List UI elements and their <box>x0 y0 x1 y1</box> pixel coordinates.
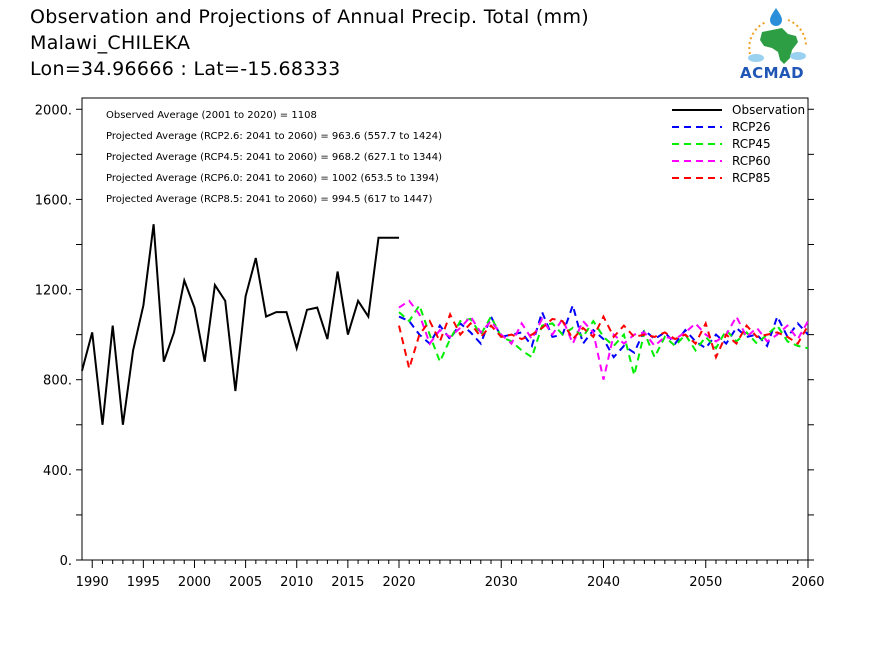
x-tick-label: 1990 <box>76 575 109 590</box>
legend-label: Observation <box>732 103 805 117</box>
x-axis: 1990 1995 2000 2005 2010 2015 2020 2030 2040 2050… <box>76 560 825 590</box>
y-axis: 0. 400. 800. 1200. 1600. 2000. <box>35 103 814 569</box>
africa-map-icon <box>748 8 807 64</box>
annotation-line: Observed Average (2001 to 2020) = 1108 <box>106 110 317 121</box>
y-tick-label: 400. <box>43 464 72 479</box>
legend-label: RCP85 <box>732 171 771 185</box>
x-tick-label: 1995 <box>127 575 160 590</box>
legend-label: RCP45 <box>732 137 771 151</box>
annotation-line: Projected Average (RCP8.5: 2041 to 2060)… <box>106 194 433 205</box>
x-tick-label: 2010 <box>280 575 313 590</box>
x-tick-label: 2030 <box>485 575 518 590</box>
chart-title: Observation and Projections of Annual Pr… <box>30 6 589 28</box>
annotation-line: Projected Average (RCP6.0: 2041 to 2060)… <box>106 173 439 184</box>
station-name: Malawi_CHILEKA <box>30 32 191 54</box>
y-tick-label: 1600. <box>35 193 72 208</box>
legend-label: RCP26 <box>732 120 771 134</box>
series-line-rcp26 <box>398 301 809 359</box>
x-tick-label: 2040 <box>587 575 620 590</box>
y-tick-label: 0. <box>60 554 72 569</box>
coordinates: Lon=34.96666 : Lat=-15.68333 <box>30 58 341 80</box>
y-tick-label: 1200. <box>35 284 72 299</box>
x-tick-label: 2050 <box>689 575 722 590</box>
y-tick-label: 2000. <box>35 103 72 118</box>
y-tick-label: 800. <box>43 374 72 389</box>
annotation-line: Projected Average (RCP2.6: 2041 to 2060)… <box>106 131 442 142</box>
series-line-rcp60 <box>398 299 809 380</box>
x-tick-label: 2060 <box>791 575 824 590</box>
series-line-observation <box>81 224 399 425</box>
annotation-line: Projected Average (RCP4.5: 2041 to 2060)… <box>106 152 442 163</box>
series-layer <box>81 224 809 425</box>
logo-text: ACMAD <box>740 64 805 82</box>
annotations: Observed Average (2001 to 2020) = 1108 Pr… <box>106 110 442 205</box>
legend: Observation RCP26 RCP45 RCP60 RCP85 <box>672 103 805 185</box>
x-tick-label: 2000 <box>178 575 211 590</box>
x-tick-label: 2015 <box>331 575 364 590</box>
x-tick-label: 2005 <box>229 575 262 590</box>
plot-frame <box>81 97 809 561</box>
x-tick-label: 2020 <box>382 575 415 590</box>
legend-label: RCP60 <box>732 154 771 168</box>
series-line-rcp85 <box>398 311 809 373</box>
